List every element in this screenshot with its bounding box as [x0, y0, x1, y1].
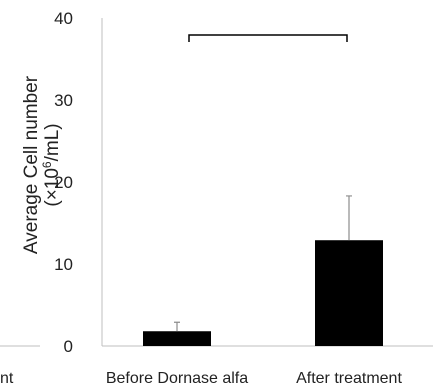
bar — [315, 240, 383, 346]
x-category-label: After treatment — [296, 370, 402, 387]
left-panel-label-fragment: nt — [0, 370, 14, 387]
error-bar — [174, 321, 180, 332]
y-axis-title-line1: Average Cell number — [21, 75, 42, 254]
y-axis-ticks: 0 10 20 30 40 — [54, 9, 73, 356]
error-bar — [346, 195, 352, 241]
bar — [143, 331, 211, 346]
y-tick-label: 40 — [54, 9, 73, 28]
x-category-label: Before Dornase alfa — [106, 370, 248, 387]
error-bars — [174, 195, 352, 332]
significance-bracket — [188, 34, 348, 42]
y-axis-title-line2: (×106/mL) — [40, 123, 63, 206]
y-axis-title: Average Cell number (×106/mL) — [21, 75, 63, 254]
y-tick-label: 30 — [54, 91, 73, 110]
x-axis-categories: Before Dornase alfa After treatment — [106, 370, 403, 387]
y-tick-label: 10 — [54, 255, 73, 274]
bar-series — [143, 240, 383, 346]
y-tick-label: 0 — [64, 337, 73, 356]
y-tick-label: 20 — [54, 173, 73, 192]
